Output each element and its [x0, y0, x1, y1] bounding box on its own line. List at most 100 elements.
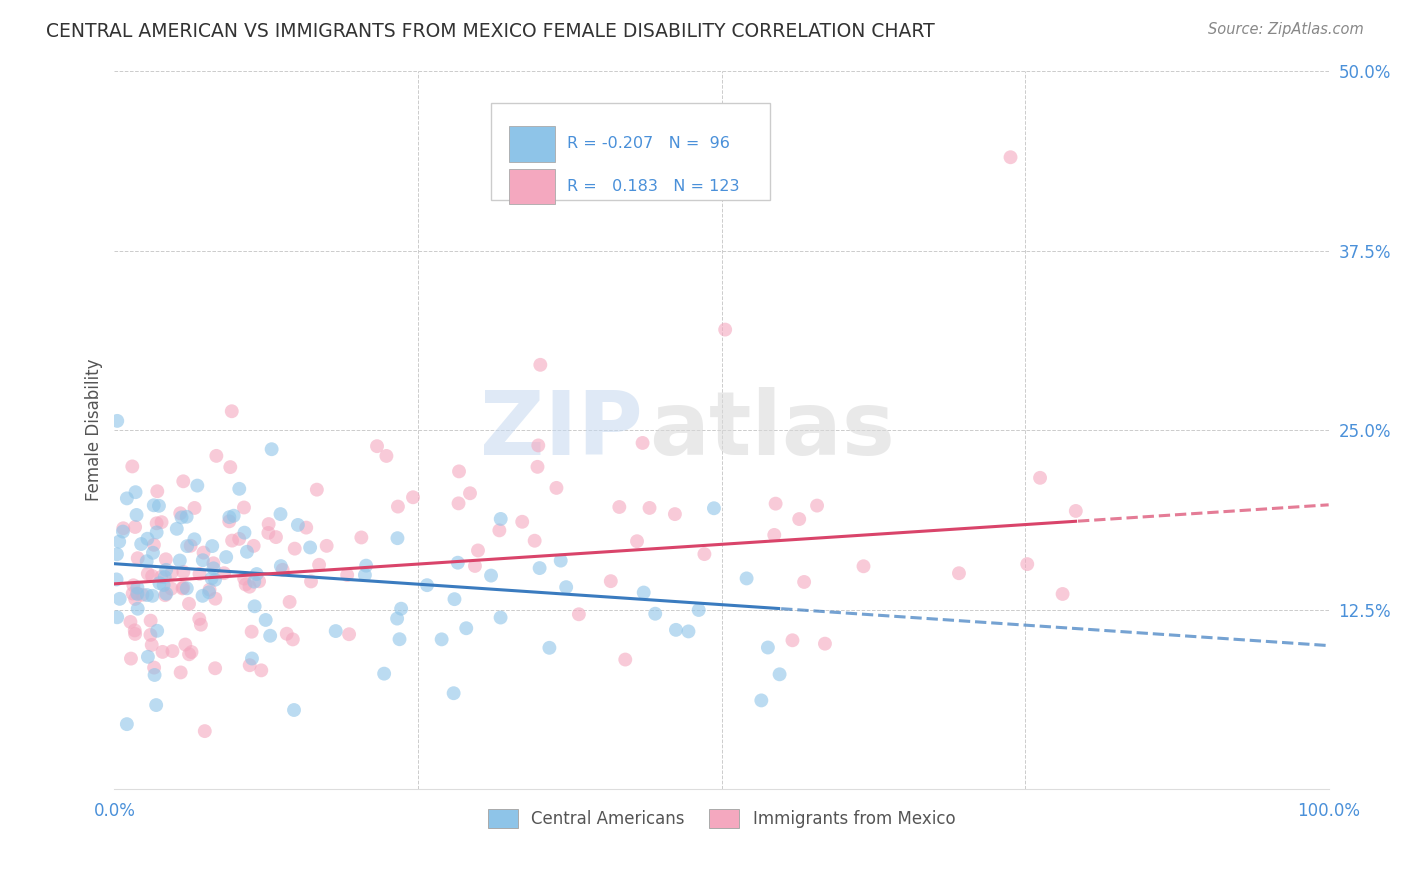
Point: [416, 578, 439, 592]
Point: [664, 507, 686, 521]
Point: [125, 508, 148, 522]
Point: [204, 661, 226, 675]
Point: [756, 640, 779, 655]
Point: [127, 587, 149, 601]
Point: [354, 558, 377, 573]
Point: [443, 686, 465, 700]
Point: [350, 531, 373, 545]
Point: [688, 603, 710, 617]
Point: [136, 649, 159, 664]
Point: [186, 478, 208, 492]
Point: [1029, 471, 1052, 485]
Point: [169, 665, 191, 680]
Text: R = -0.207   N =  96: R = -0.207 N = 96: [568, 136, 730, 152]
Point: [122, 578, 145, 592]
Point: [202, 556, 225, 570]
Point: [665, 623, 688, 637]
Point: [546, 481, 568, 495]
Point: [276, 626, 298, 640]
Point: [127, 581, 149, 595]
Point: [243, 574, 266, 589]
Point: [191, 553, 214, 567]
Text: atlas: atlas: [648, 386, 894, 474]
Point: [124, 520, 146, 534]
Point: [257, 517, 280, 532]
Point: [202, 561, 225, 575]
Point: [172, 581, 194, 595]
Point: [388, 632, 411, 647]
Point: [246, 567, 269, 582]
Point: [631, 436, 654, 450]
Legend: Central Americans, Immigrants from Mexico: Central Americans, Immigrants from Mexic…: [481, 802, 962, 835]
Point: [152, 645, 174, 659]
Point: [523, 533, 546, 548]
Point: [212, 566, 235, 581]
Point: [172, 475, 194, 489]
Point: [633, 585, 655, 599]
Point: [387, 500, 409, 514]
Point: [146, 624, 169, 638]
Point: [765, 497, 787, 511]
Point: [373, 666, 395, 681]
Point: [219, 460, 242, 475]
Point: [180, 539, 202, 553]
Point: [233, 525, 256, 540]
Point: [315, 539, 337, 553]
Point: [141, 638, 163, 652]
Point: [176, 539, 198, 553]
Point: [222, 508, 245, 523]
Point: [170, 510, 193, 524]
Point: [270, 507, 292, 521]
Point: [127, 586, 149, 600]
Point: [124, 627, 146, 641]
Point: [142, 538, 165, 552]
Point: [337, 627, 360, 641]
Point: [124, 591, 146, 606]
Point: [120, 651, 142, 665]
Point: [221, 533, 243, 548]
Point: [239, 658, 262, 673]
Point: [155, 552, 177, 566]
Point: [456, 621, 478, 635]
FancyBboxPatch shape: [509, 126, 555, 161]
Point: [188, 612, 211, 626]
Point: [852, 559, 875, 574]
Point: [325, 624, 347, 638]
Point: [242, 539, 264, 553]
Point: [387, 531, 409, 545]
Point: [148, 576, 170, 591]
Point: [153, 588, 176, 602]
Point: [703, 501, 725, 516]
FancyBboxPatch shape: [509, 169, 555, 204]
Point: [270, 559, 292, 574]
Point: [169, 506, 191, 520]
Point: [568, 607, 591, 622]
Point: [143, 660, 166, 674]
Point: [198, 582, 221, 597]
Point: [121, 586, 143, 600]
Point: [233, 572, 256, 586]
Point: [447, 464, 470, 478]
Point: [152, 578, 174, 592]
Point: [198, 585, 221, 599]
Point: [447, 556, 470, 570]
Point: [467, 543, 489, 558]
Point: [160, 582, 183, 596]
Point: [782, 633, 804, 648]
Point: [136, 566, 159, 581]
Point: [183, 533, 205, 547]
Point: [141, 569, 163, 583]
Point: [148, 499, 170, 513]
Point: [254, 613, 277, 627]
Point: [135, 588, 157, 602]
Point: [172, 565, 194, 579]
Point: [146, 484, 169, 499]
Point: [806, 499, 828, 513]
Point: [464, 558, 486, 573]
FancyBboxPatch shape: [491, 103, 770, 201]
Point: [443, 592, 465, 607]
Point: [141, 589, 163, 603]
Point: [108, 591, 131, 606]
Point: [299, 574, 322, 589]
Point: [1017, 557, 1039, 571]
